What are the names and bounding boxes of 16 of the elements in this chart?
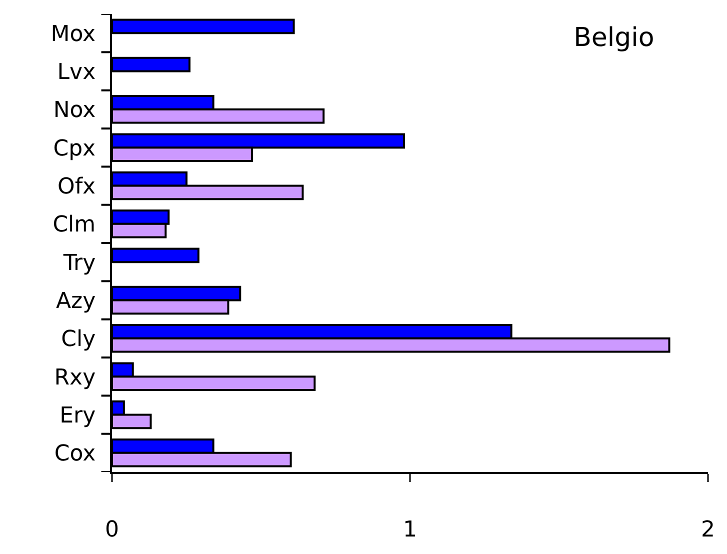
y-tick-label: Mox (50, 22, 96, 47)
x-tick-label: 0 (105, 517, 119, 542)
chart-title: Belgio (574, 22, 654, 53)
y-tick-label: Lvx (57, 60, 96, 85)
y-tick-label: Rxy (54, 365, 96, 390)
y-tick-label: Try (62, 250, 96, 276)
y-tick-label: Ofx (58, 174, 96, 200)
y-tick-label: Ery (60, 403, 96, 428)
y-tick-label: Clm (52, 212, 96, 238)
y-tick-label: Cox (54, 442, 96, 467)
y-tick-label: Azy (56, 288, 96, 314)
y-tick-label: Cly (61, 327, 96, 352)
x-tick-label: 1 (403, 517, 417, 542)
y-tick-label: Nox (53, 98, 96, 124)
y-tick-label: Cpx (53, 136, 96, 162)
x-tick-label: 2 (701, 517, 715, 542)
